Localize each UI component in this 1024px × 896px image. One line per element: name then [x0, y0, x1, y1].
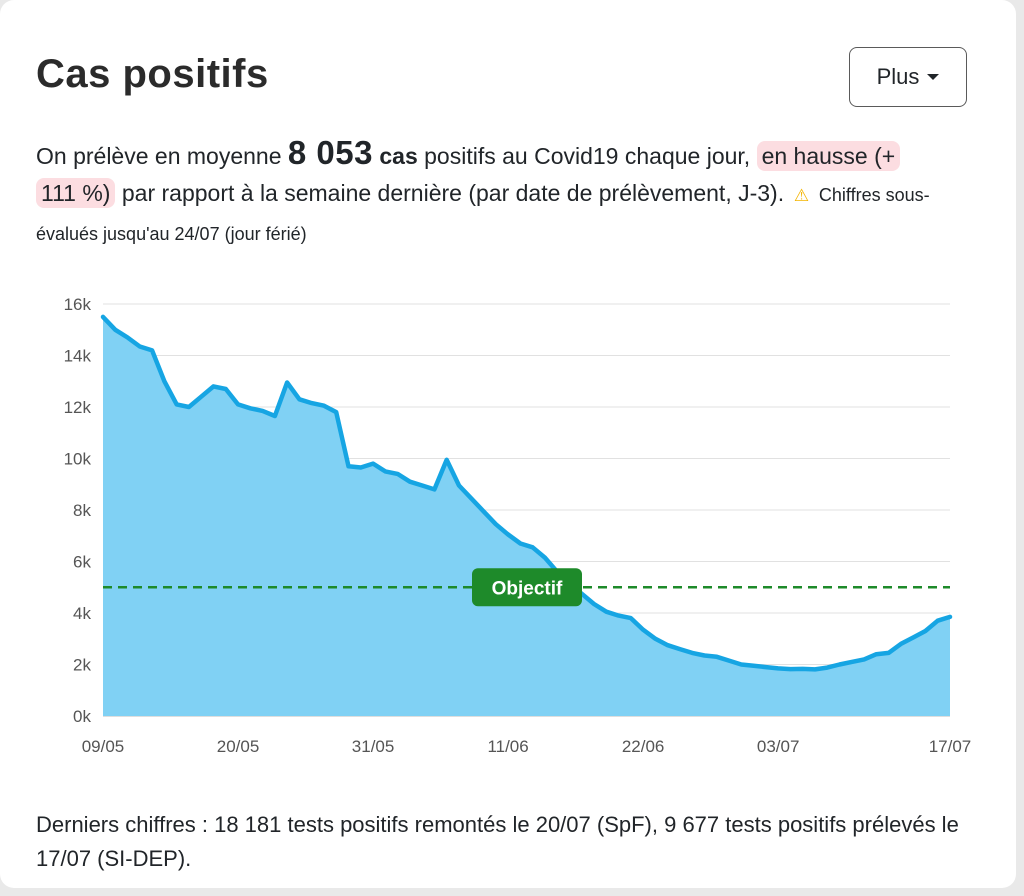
x-tick-label: 20/05	[217, 737, 260, 756]
y-tick-label: 12k	[64, 398, 92, 417]
x-tick-label: 31/05	[352, 737, 395, 756]
x-tick-label: 17/07	[929, 737, 972, 756]
y-tick-label: 2k	[73, 656, 91, 675]
summary-part1: On prélève en moyenne	[36, 143, 288, 169]
series-area	[103, 316, 950, 716]
summary-part2: positifs au Covid19 chaque jour,	[417, 143, 757, 169]
plus-menu-button[interactable]: Plus	[849, 47, 967, 107]
y-tick-label: 0k	[73, 707, 91, 726]
warning-icon: ⚠	[793, 186, 810, 205]
warning-text: Chiffres sous-évalués jusqu'au 24/07 (jo…	[36, 185, 930, 244]
latest-figures-note: Derniers chiffres : 18 181 tests positif…	[36, 812, 959, 871]
average-cases-value: 8 053	[287, 134, 373, 171]
y-tick-label: 10k	[64, 450, 92, 469]
y-tick-label: 14k	[64, 347, 92, 366]
x-tick-label: 09/05	[82, 737, 125, 756]
y-tick-label: 6k	[73, 553, 91, 572]
y-tick-label: 16k	[64, 295, 92, 314]
caret-down-icon	[927, 74, 940, 80]
summary-text: On prélève en moyenne 8 053 cas positifs…	[36, 134, 936, 253]
objective-badge	[472, 568, 582, 607]
x-tick-label: 03/07	[757, 737, 800, 756]
y-tick-label: 8k	[73, 501, 91, 520]
y-tick-label: 4k	[73, 604, 91, 623]
average-cases-unit: cas	[372, 143, 418, 169]
summary-part3: par rapport à la semaine dernière (par d…	[115, 180, 791, 206]
plus-button-label: Plus	[876, 64, 920, 89]
series-line	[100, 314, 953, 672]
x-tick-label: 11/06	[487, 737, 528, 756]
objective-label: Objectif	[492, 578, 563, 599]
x-tick-label: 22/06	[622, 737, 665, 756]
cases-area-chart: 0k 2k 4k 6k 8k 10k 12k 14k 16k 09/05 20/05 31/05 11/…	[64, 295, 972, 756]
page-title: Cas positifs	[36, 52, 269, 96]
